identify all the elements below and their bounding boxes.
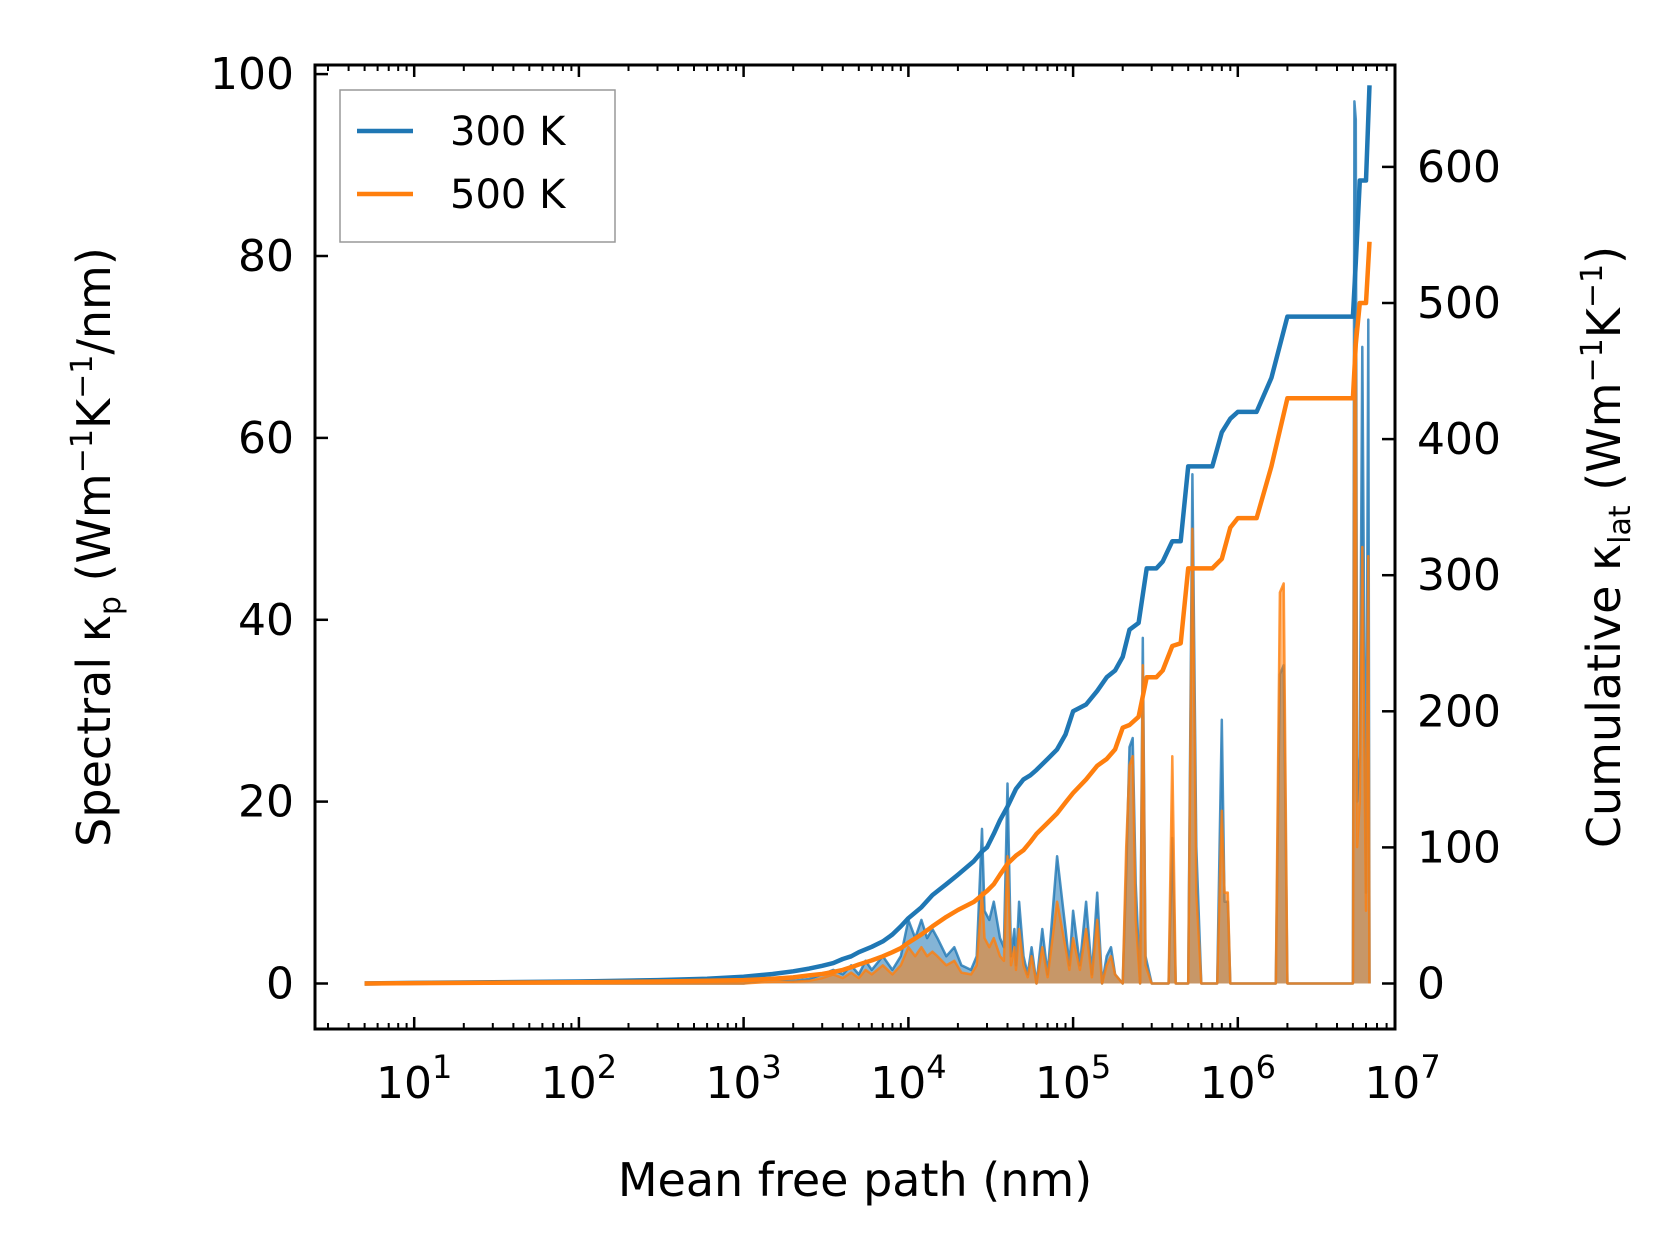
y-right-tick-label: 100 — [1417, 822, 1501, 873]
y-left-tick-label: 100 — [210, 49, 294, 100]
legend: 300 K 500 K — [339, 89, 616, 243]
cumulative-layer — [364, 85, 1372, 986]
x-tick-label: 107 — [1364, 1048, 1440, 1109]
right-y-axis-label: Cumulative κlat (Wm−1K−1) — [1575, 246, 1638, 848]
cumulative-line-300k — [364, 85, 1372, 986]
legend-label-300k: 300 K — [450, 109, 567, 155]
y-right-tick-label: 0 — [1417, 959, 1445, 1010]
left-y-axis-ticks: 0 20 40 60 80 100 — [210, 49, 328, 1010]
y-right-tick-label: 400 — [1417, 414, 1501, 465]
x-tick-label: 105 — [1035, 1048, 1111, 1109]
y-right-tick-label: 500 — [1417, 278, 1501, 329]
x-axis-ticks: 101 102 103 104 105 106 107 — [327, 65, 1441, 1109]
x-tick-label: 104 — [870, 1048, 946, 1109]
left-y-axis-label: Spectral κp (Wm−1K−1/nm) — [65, 247, 128, 847]
legend-box — [339, 89, 616, 243]
y-left-tick-label: 60 — [238, 413, 294, 464]
y-left-tick-label: 0 — [266, 959, 294, 1010]
x-axis-label: Mean free path (nm) — [618, 1153, 1092, 1207]
x-tick-label: 103 — [705, 1048, 781, 1109]
y-left-tick-label: 80 — [238, 231, 294, 282]
y-right-tick-label: 600 — [1417, 142, 1501, 193]
right-y-axis-ticks: 0 100 200 300 400 500 600 — [1382, 142, 1501, 1010]
legend-label-500k: 500 K — [450, 172, 567, 218]
y-left-tick-label: 20 — [238, 777, 294, 828]
x-tick-label: 102 — [541, 1048, 617, 1109]
spectral-line-500k — [364, 327, 1371, 985]
y-left-tick-label: 40 — [238, 595, 294, 646]
y-right-tick-label: 300 — [1417, 550, 1501, 601]
y-right-tick-label: 200 — [1417, 686, 1501, 737]
spectral-layer — [364, 100, 1371, 985]
x-tick-label: 106 — [1200, 1048, 1276, 1109]
cumulative-line-500k — [364, 241, 1372, 986]
plot-frame — [313, 63, 1397, 1031]
x-tick-label: 101 — [376, 1048, 452, 1109]
